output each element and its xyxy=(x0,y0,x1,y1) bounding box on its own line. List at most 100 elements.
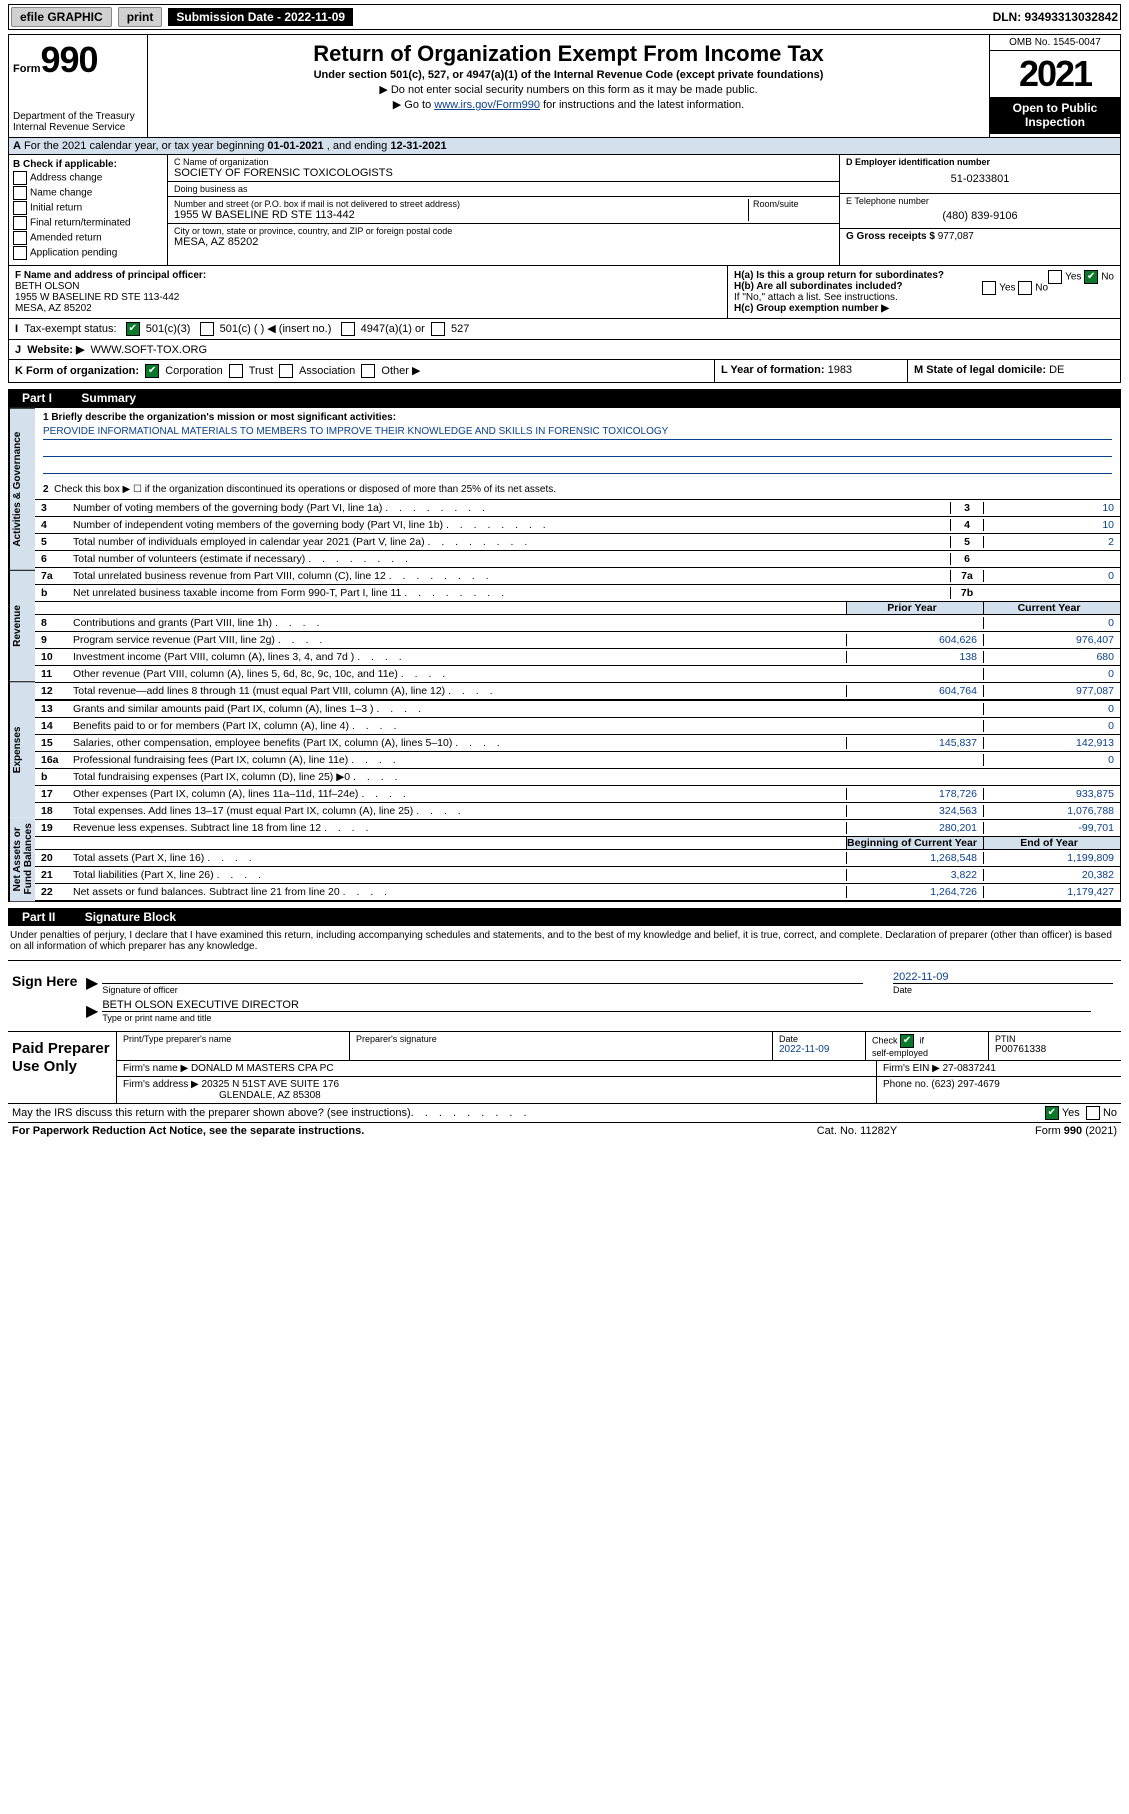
mission-text: PEROVIDE INFORMATIONAL MATERIALS TO MEMB… xyxy=(43,425,1112,440)
form-note-1: ▶ Do not enter social security numbers o… xyxy=(156,83,981,96)
footer-paperwork: For Paperwork Reduction Act Notice, see … xyxy=(12,1125,757,1137)
officer-label: F Name and address of principal officer: xyxy=(15,270,206,281)
form-title: Return of Organization Exempt From Incom… xyxy=(156,41,981,67)
check-501c3[interactable]: ✔ xyxy=(126,322,140,336)
check-501c[interactable] xyxy=(200,322,214,336)
prep-sig-label: Preparer's signature xyxy=(356,1034,766,1044)
row-i-tax-status: I Tax-exempt status: ✔ 501(c)(3) 501(c) … xyxy=(8,319,1121,340)
revenue-rows: 8Contributions and grants (Part VIII, li… xyxy=(35,615,1120,700)
firm-name-value: DONALD M MASTERS CPA PC xyxy=(191,1063,334,1074)
ha-label: H(a) Is this a group return for subordin… xyxy=(734,270,944,281)
tax-year: 2021 xyxy=(990,51,1120,97)
may-irs-discuss: May the IRS discuss this return with the… xyxy=(8,1104,1121,1122)
officer-name: BETH OLSON xyxy=(15,281,79,292)
col-b-checkboxes: B Check if applicable: Address change Na… xyxy=(9,155,168,265)
prep-date-value: 2022-11-09 xyxy=(779,1044,859,1055)
prep-name-label: Print/Type preparer's name xyxy=(123,1034,343,1044)
form-number: 990 xyxy=(41,39,98,80)
firm-addr-label: Firm's address ▶ xyxy=(123,1079,199,1090)
arrow-icon: ▶ xyxy=(86,973,102,995)
line-2-text: Check this box ▶ ☐ if the organization d… xyxy=(54,484,556,495)
form-label: Form xyxy=(13,63,41,75)
table-row: 4Number of independent voting members of… xyxy=(35,517,1120,534)
table-row: 5Total number of individuals employed in… xyxy=(35,534,1120,551)
col-d-e: D Employer identification number 51-0233… xyxy=(839,155,1120,265)
header-title-block: Return of Organization Exempt From Incom… xyxy=(148,35,989,137)
ein-value: 51-0233801 xyxy=(846,167,1114,191)
paid-preparer-label: Paid Preparer Use Only xyxy=(8,1032,116,1103)
gross-label: G Gross receipts $ xyxy=(846,231,935,242)
check-association[interactable] xyxy=(279,364,293,378)
mission-section: 1 Briefly describe the organization's mi… xyxy=(35,408,1120,500)
page-footer: For Paperwork Reduction Act Notice, see … xyxy=(8,1122,1121,1139)
firm-addr1-value: 20325 N 51ST AVE SUITE 176 xyxy=(202,1079,340,1090)
footer-form-ref: Form 990 (2021) xyxy=(957,1125,1117,1137)
officer-addr1: 1955 W BASELINE RD STE 113-442 xyxy=(15,292,179,303)
vertical-tabs: Activities & Governance Revenue Expenses… xyxy=(9,408,35,901)
ptin-label: PTIN xyxy=(995,1034,1115,1044)
check-application-pending[interactable]: Application pending xyxy=(13,246,163,260)
penalty-statement: Under penalties of perjury, I declare th… xyxy=(8,926,1121,960)
hb-note: If "No," attach a list. See instructions… xyxy=(734,292,1114,303)
street-value: 1955 W BASELINE RD STE 113-442 xyxy=(174,209,748,221)
check-amended-return[interactable]: Amended return xyxy=(13,231,163,245)
ptin-value: P00761338 xyxy=(995,1044,1115,1055)
vtab-governance: Activities & Governance xyxy=(9,408,35,570)
may-irs-yes[interactable]: ✔ xyxy=(1045,1106,1059,1120)
vtab-expenses: Expenses xyxy=(9,681,35,817)
part-1-bar: Part I Summary xyxy=(8,389,1121,407)
check-initial-return[interactable]: Initial return xyxy=(13,201,163,215)
org-name: SOCIETY OF FORENSIC TOXICOLOGISTS xyxy=(174,167,833,179)
firm-ein-value: 27-0837241 xyxy=(943,1063,996,1074)
check-address-change[interactable]: Address change xyxy=(13,171,163,185)
sig-date-value: 2022-11-09 xyxy=(893,971,1113,983)
check-4947[interactable] xyxy=(341,322,355,336)
firm-addr2-value: GLENDALE, AZ 85308 xyxy=(219,1090,321,1101)
efile-button[interactable]: efile GRAPHIC xyxy=(11,7,112,27)
dept-treasury: Department of the Treasury xyxy=(13,111,143,122)
row-a-tax-year: A For the 2021 calendar year, or tax yea… xyxy=(8,138,1121,155)
page: efile GRAPHIC print Submission Date - 20… xyxy=(0,0,1129,1147)
hc-label: H(c) Group exemption number ▶ xyxy=(734,303,889,314)
header-right: OMB No. 1545-0047 2021 Open to Public In… xyxy=(989,35,1120,137)
footer-cat-no: Cat. No. 11282Y xyxy=(757,1125,957,1137)
officer-addr2: MESA, AZ 85202 xyxy=(15,303,92,314)
table-row: 21Total liabilities (Part X, line 26) . … xyxy=(35,867,1120,884)
header-left: Form990 Department of the Treasury Inter… xyxy=(9,35,148,137)
check-name-change[interactable]: Name change xyxy=(13,186,163,200)
state-domicile: DE xyxy=(1049,364,1064,376)
phone-value: (480) 839-9106 xyxy=(846,206,1114,226)
dln: DLN: 93493313032842 xyxy=(993,10,1118,24)
check-527[interactable] xyxy=(431,322,445,336)
irs-link[interactable]: www.irs.gov/Form990 xyxy=(434,99,540,111)
col-header-begin-end: Beginning of Current Year End of Year xyxy=(35,837,1120,850)
row-f-h: F Name and address of principal officer:… xyxy=(8,266,1121,319)
check-corporation[interactable]: ✔ xyxy=(145,364,159,378)
summary-table: Activities & Governance Revenue Expenses… xyxy=(8,407,1121,902)
prep-self-employed: Check ✔ ifself-employed xyxy=(866,1032,989,1060)
year-formation: 1983 xyxy=(828,364,852,376)
sign-here-block: Sign Here ▶ Signature of officer 2022-11… xyxy=(8,960,1121,1032)
table-row: 12Total revenue—add lines 8 through 11 (… xyxy=(35,683,1120,700)
gross-value: 977,087 xyxy=(938,231,974,242)
table-row: 9Program service revenue (Part VIII, lin… xyxy=(35,632,1120,649)
table-row: 6Total number of volunteers (estimate if… xyxy=(35,551,1120,568)
vtab-revenue: Revenue xyxy=(9,570,35,681)
table-row: 3Number of voting members of the governi… xyxy=(35,500,1120,517)
sig-name-value: BETH OLSON EXECUTIVE DIRECTOR xyxy=(102,999,1091,1011)
table-row: bNet unrelated business taxable income f… xyxy=(35,585,1120,602)
print-button[interactable]: print xyxy=(118,7,163,27)
table-row: 16aProfessional fundraising fees (Part I… xyxy=(35,752,1120,769)
table-row: 19Revenue less expenses. Subtract line 1… xyxy=(35,820,1120,837)
room-label: Room/suite xyxy=(753,199,833,209)
check-final-return[interactable]: Final return/terminated xyxy=(13,216,163,230)
expense-rows: 13Grants and similar amounts paid (Part … xyxy=(35,701,1120,837)
arrow-icon: ▶ xyxy=(86,1001,102,1023)
row-k-l-m: K Form of organization: ✔ Corporation Tr… xyxy=(8,360,1121,383)
check-other[interactable] xyxy=(361,364,375,378)
block-b-c-d-e: B Check if applicable: Address change Na… xyxy=(8,155,1121,266)
street-label: Number and street (or P.O. box if mail i… xyxy=(174,199,748,209)
table-row: 22Net assets or fund balances. Subtract … xyxy=(35,884,1120,901)
may-irs-no[interactable] xyxy=(1086,1106,1100,1120)
check-trust[interactable] xyxy=(229,364,243,378)
